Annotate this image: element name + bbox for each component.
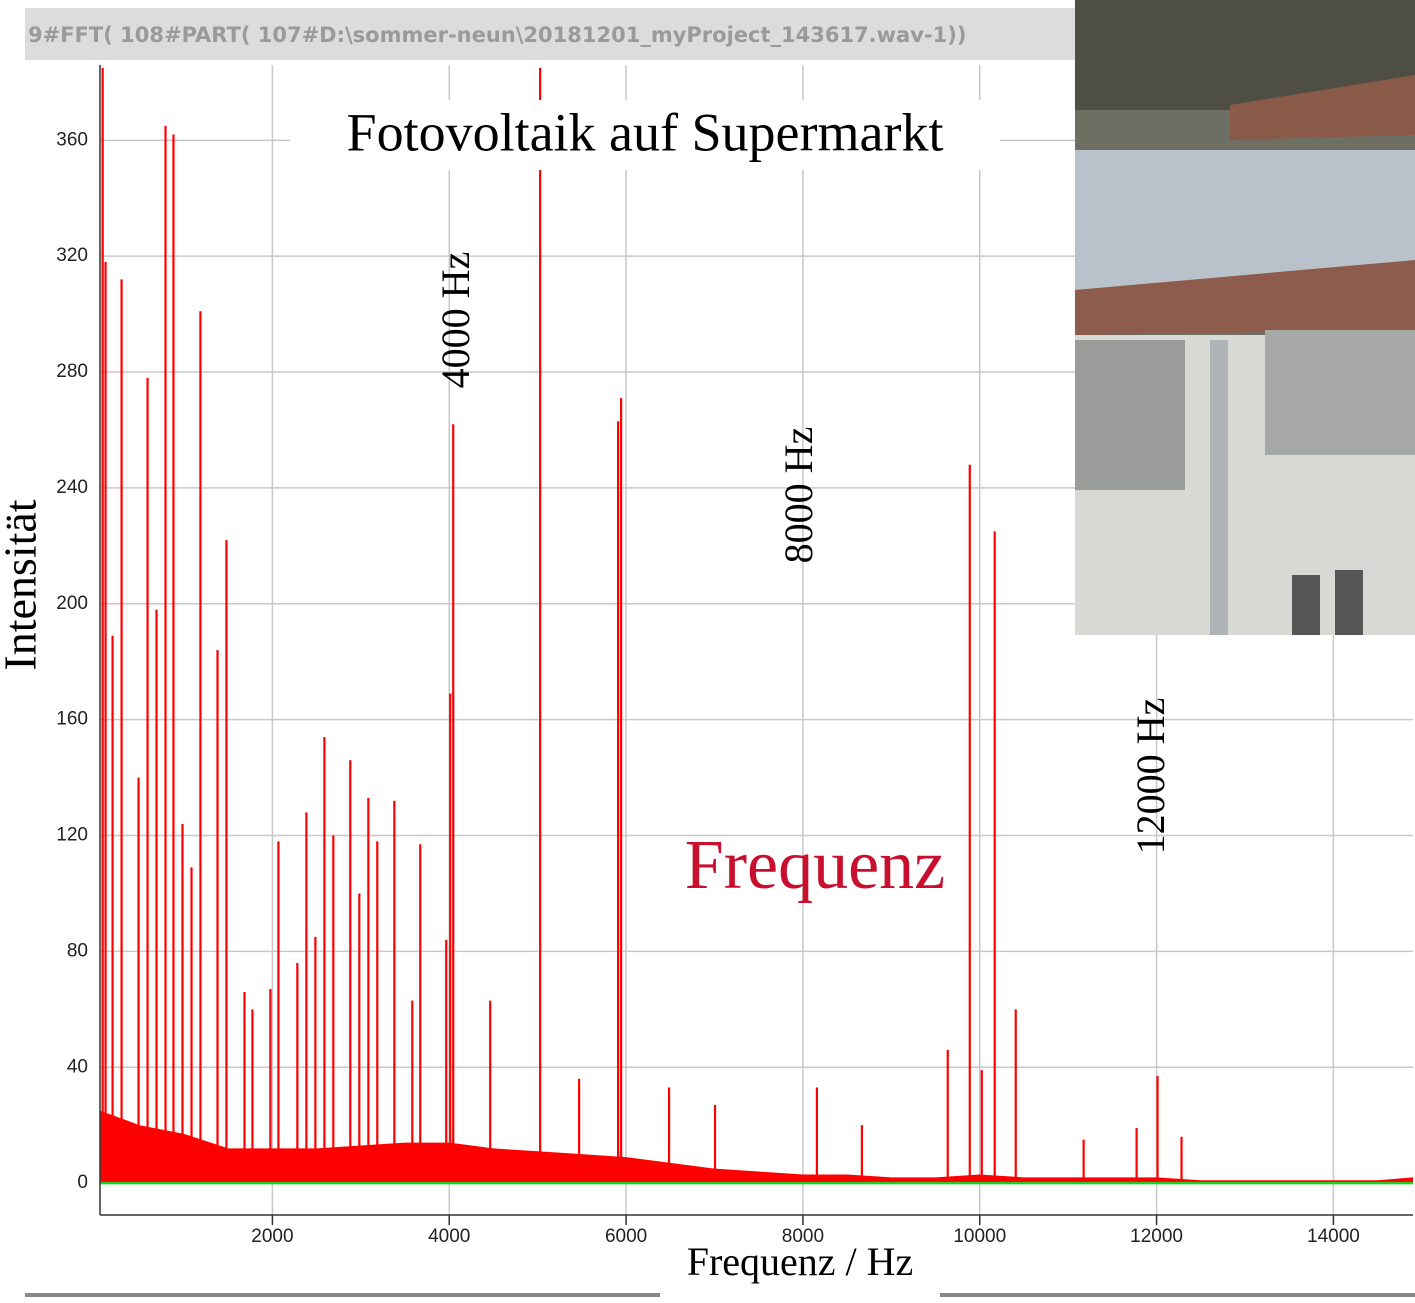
annotation: 4000 Hz [433,252,478,389]
title-backdrop [290,100,1000,170]
y-tick-label: 0 [77,1172,88,1193]
noise-floor [100,1110,1413,1184]
x-tick-label: 10000 [953,1226,1006,1247]
y-tick-label: 240 [56,477,88,498]
y-tick-label: 200 [56,593,88,614]
y-tick-label: 280 [56,361,88,382]
x-tick-label: 8000 [782,1226,824,1247]
x-label-backdrop [660,1245,940,1303]
x-tick-label: 2000 [251,1226,293,1247]
chart-title: Fotovoltaik auf Supermarkt [347,102,944,162]
annotation: Frequenz [685,827,945,904]
x-tick-label: 6000 [605,1226,647,1247]
y-tick-label: 160 [56,709,88,730]
y-tick-label: 360 [56,129,88,150]
y-tick-label: 40 [67,1056,88,1077]
y-tick-label: 120 [56,825,88,846]
annotation: 8000 Hz [776,427,821,564]
x-tick-label: 4000 [428,1226,470,1247]
x-axis-label: Frequenz / Hz [687,1239,914,1284]
y-tick-label: 80 [67,940,88,961]
annotation: 12000 Hz [1128,698,1173,855]
x-tick-label: 12000 [1130,1226,1183,1247]
window-title: 9#FFT( 108#PART( 107#D:\sommer-neun\2018… [28,23,966,47]
y-axis-label: Intensität [0,499,46,670]
photo [1075,0,1415,635]
x-tick-label: 14000 [1307,1226,1360,1247]
y-tick-label: 320 [56,245,88,266]
window-title-bar [25,8,1075,60]
